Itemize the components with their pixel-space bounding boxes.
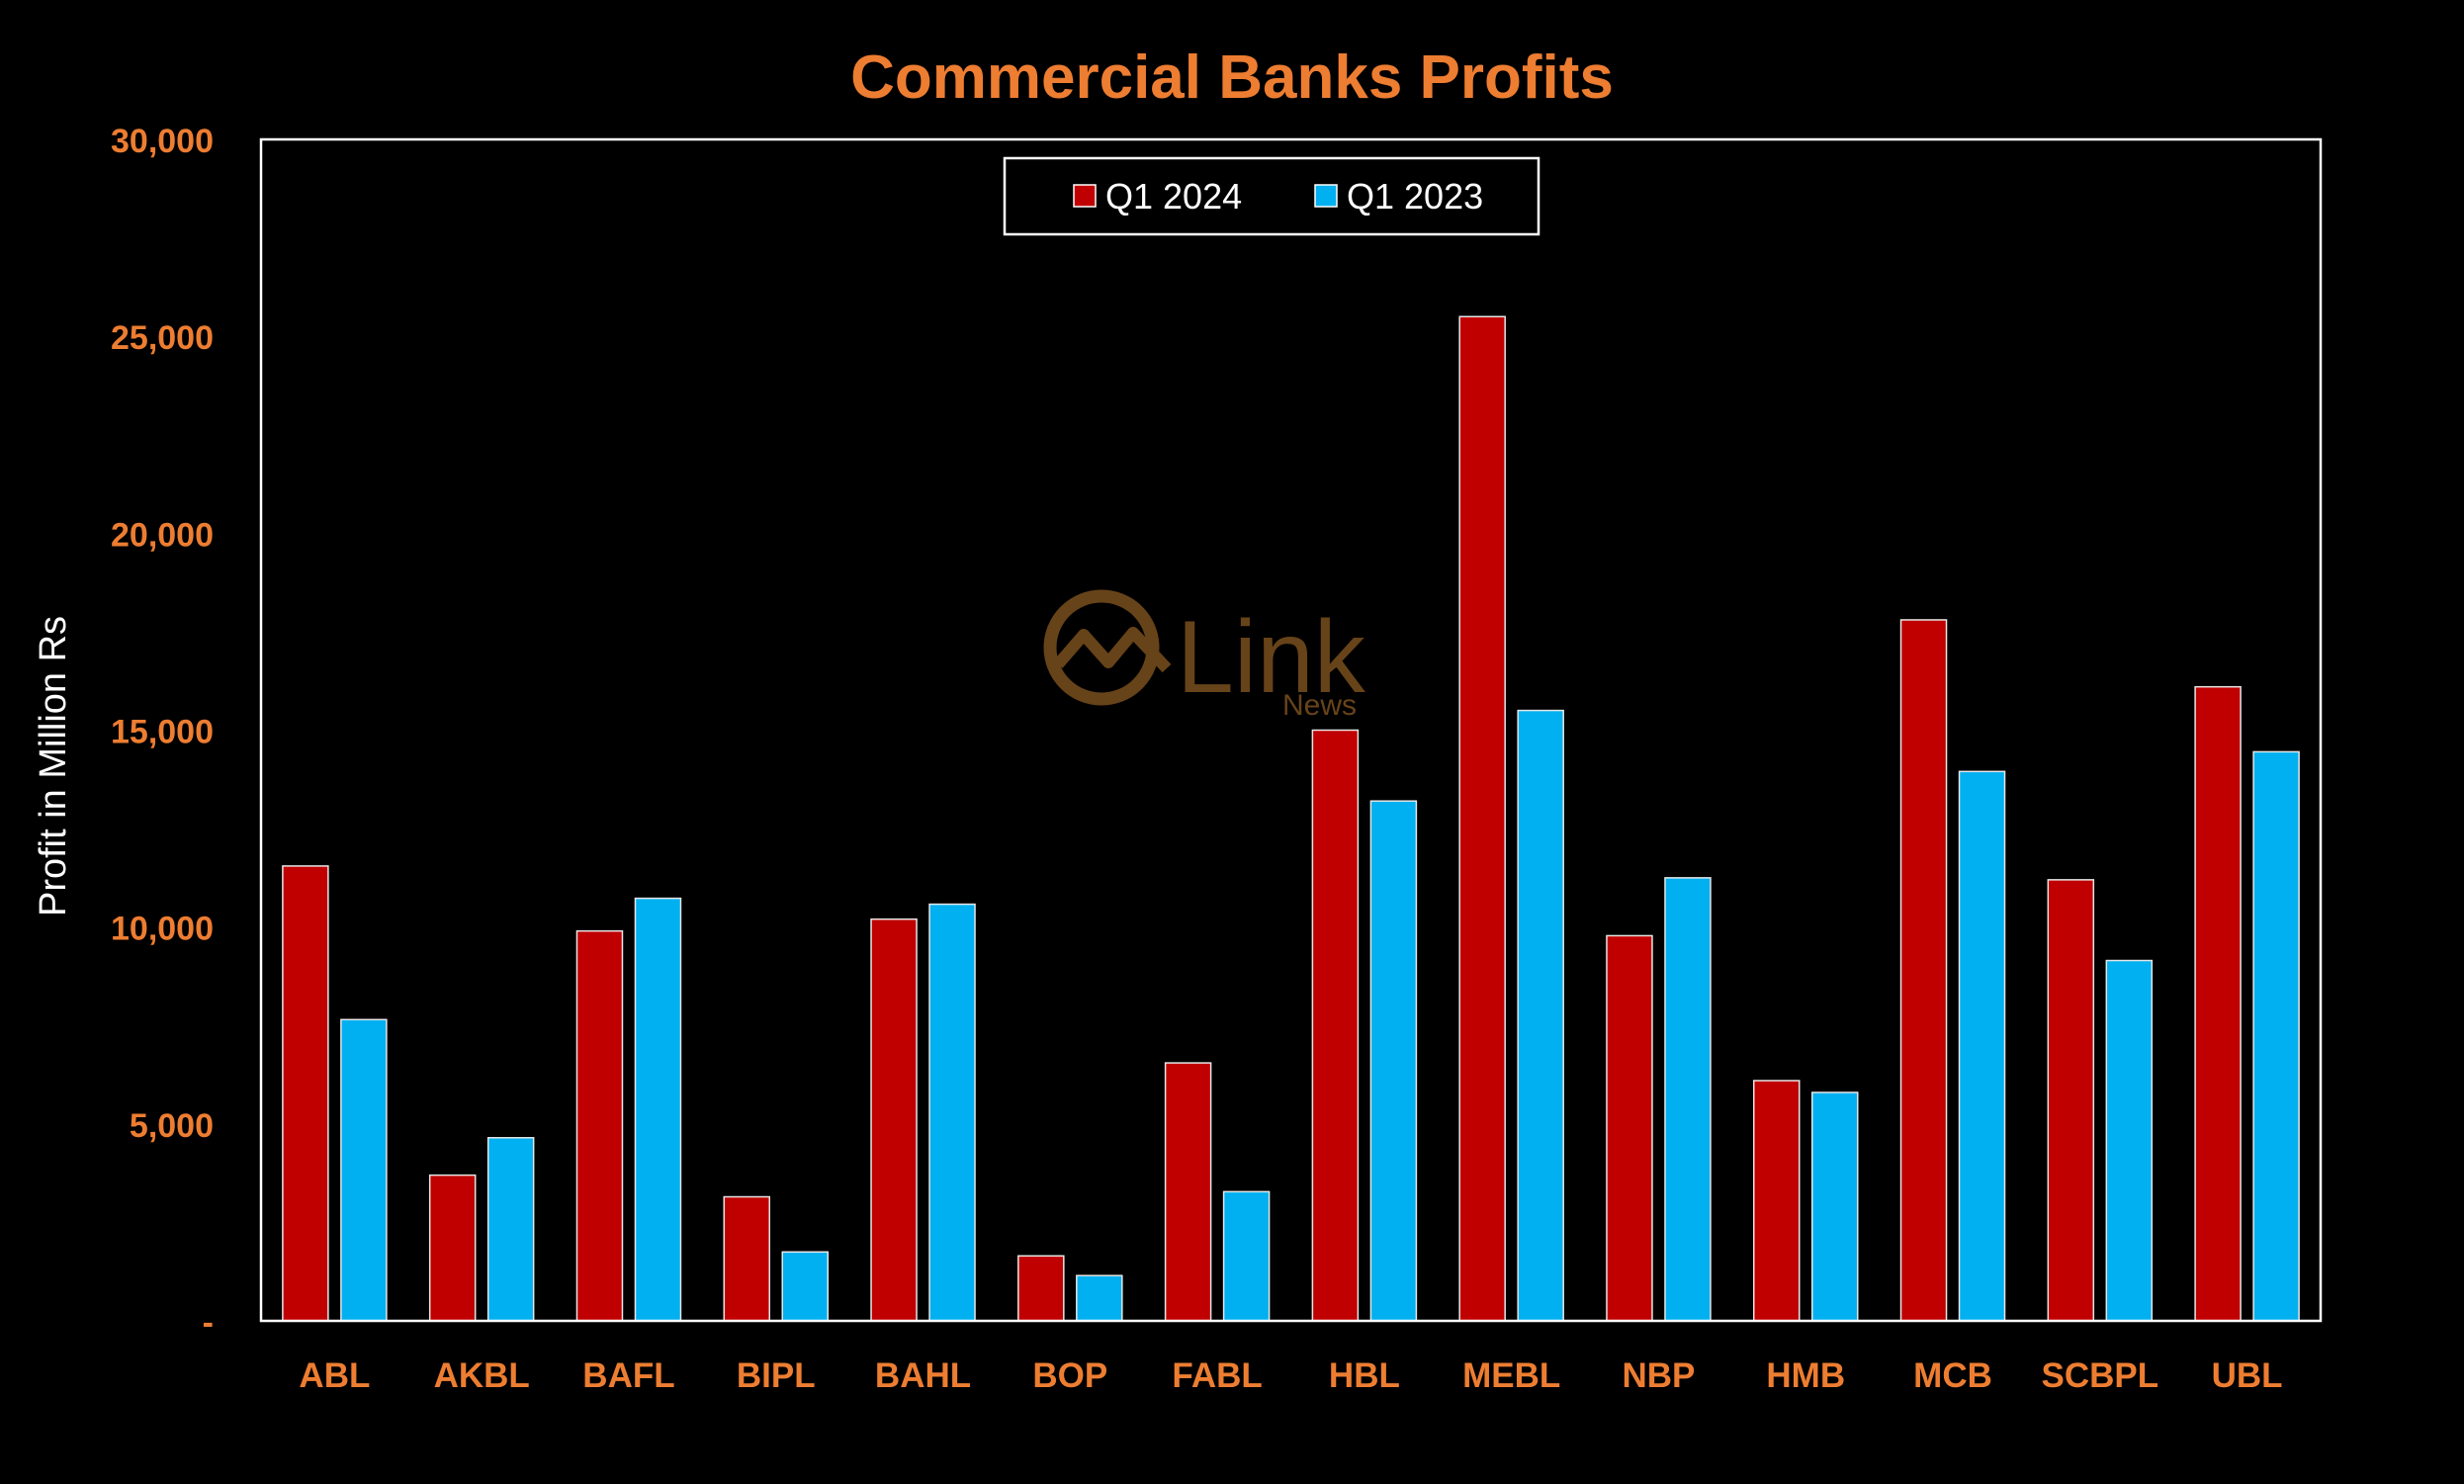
- bar-bop-q1-2023: [1076, 1274, 1123, 1322]
- bar-bafl-q1-2024: [575, 929, 624, 1322]
- x-tick-label-mcb: MCB: [1913, 1356, 1992, 1395]
- legend: Q1 2024 Q1 2023: [1003, 156, 1540, 236]
- bar-hbl-q1-2023: [1369, 800, 1418, 1322]
- bar-bafl-q1-2023: [634, 897, 682, 1322]
- x-tick-label-ubl: UBL: [2212, 1356, 2283, 1395]
- y-axis-label: Profit in Million Rs: [33, 616, 74, 917]
- bar-scbpl-q1-2023: [2105, 959, 2154, 1322]
- bar-fabl-q1-2024: [1164, 1062, 1212, 1322]
- bar-nbp-q1-2024: [1606, 934, 1653, 1322]
- chart-title: Commercial Banks Profits: [850, 44, 1614, 112]
- legend-swatch-q1-2024: [1073, 184, 1097, 208]
- bar-mebl-q1-2024: [1458, 315, 1506, 1322]
- x-tick-label-bahl: BAHL: [875, 1356, 971, 1395]
- legend-label-q1-2024: Q1 2024: [1105, 176, 1242, 217]
- bar-scbpl-q1-2024: [2047, 879, 2095, 1322]
- x-tick-label-mebl: MEBL: [1462, 1356, 1560, 1395]
- y-tick-label: 20,000: [111, 516, 214, 554]
- y-axis-ticks: - 5,000 10,000 15,000 20,000 25,000 30,000: [111, 123, 214, 1342]
- x-tick-label-scbpl: SCBPL: [2042, 1356, 2159, 1395]
- plot-area-frame: [259, 137, 2323, 1323]
- x-tick-label-abl: ABL: [299, 1356, 370, 1395]
- bars-group: [282, 315, 2300, 1322]
- y-tick-label: 5,000: [130, 1107, 214, 1145]
- bar-akbl-q1-2023: [486, 1137, 535, 1322]
- x-tick-label-nbp: NBP: [1623, 1356, 1696, 1395]
- bar-hmb-q1-2023: [1811, 1091, 1859, 1322]
- bar-hbl-q1-2024: [1311, 729, 1360, 1322]
- x-axis-ticks: ABL AKBL BAFL BIPL BAHL BOP FABL HBL MEBL NBP HMB M…: [299, 1356, 2282, 1395]
- x-tick-label-akbl: AKBL: [434, 1356, 530, 1395]
- bar-mebl-q1-2023: [1517, 709, 1564, 1322]
- bar-nbp-q1-2023: [1664, 877, 1712, 1322]
- bar-akbl-q1-2024: [428, 1174, 477, 1322]
- bar-hmb-q1-2024: [1753, 1080, 1801, 1322]
- x-tick-label-bipl: BIPL: [737, 1356, 816, 1395]
- watermark-logo-sub: News: [1282, 689, 1357, 722]
- x-tick-label-fabl: FABL: [1172, 1356, 1262, 1395]
- x-tick-label-bop: BOP: [1032, 1356, 1107, 1395]
- bar-bipl-q1-2024: [723, 1195, 770, 1322]
- y-tick-label: 10,000: [111, 911, 214, 948]
- y-tick-label: -: [203, 1304, 214, 1342]
- watermark-logo: Link News: [1043, 589, 1366, 722]
- bar-bahl-q1-2023: [928, 903, 976, 1322]
- y-tick-label: 15,000: [111, 714, 214, 751]
- x-tick-label-bafl: BAFL: [582, 1356, 674, 1395]
- bar-ubl-q1-2023: [2252, 750, 2300, 1322]
- bar-bipl-q1-2023: [781, 1251, 829, 1322]
- x-tick-label-hbl: HBL: [1329, 1356, 1400, 1395]
- bar-fabl-q1-2023: [1222, 1190, 1271, 1322]
- bar-ubl-q1-2024: [2194, 685, 2242, 1322]
- legend-label-q1-2023: Q1 2023: [1347, 176, 1483, 217]
- watermark-logo-word: Link: [1177, 600, 1366, 715]
- bar-abl-q1-2023: [340, 1018, 388, 1322]
- bar-abl-q1-2024: [282, 865, 329, 1322]
- x-tick-label-hmb: HMB: [1766, 1356, 1845, 1395]
- bar-mcb-q1-2024: [1899, 619, 1948, 1322]
- bar-bahl-q1-2024: [870, 917, 918, 1322]
- watermark-zigzag-shape: [1053, 627, 1172, 673]
- bar-mcb-q1-2023: [1958, 770, 2006, 1322]
- legend-swatch-q1-2023: [1314, 184, 1338, 208]
- bar-bop-q1-2024: [1017, 1255, 1065, 1322]
- y-tick-label: 30,000: [111, 123, 214, 160]
- y-tick-label: 25,000: [111, 319, 214, 357]
